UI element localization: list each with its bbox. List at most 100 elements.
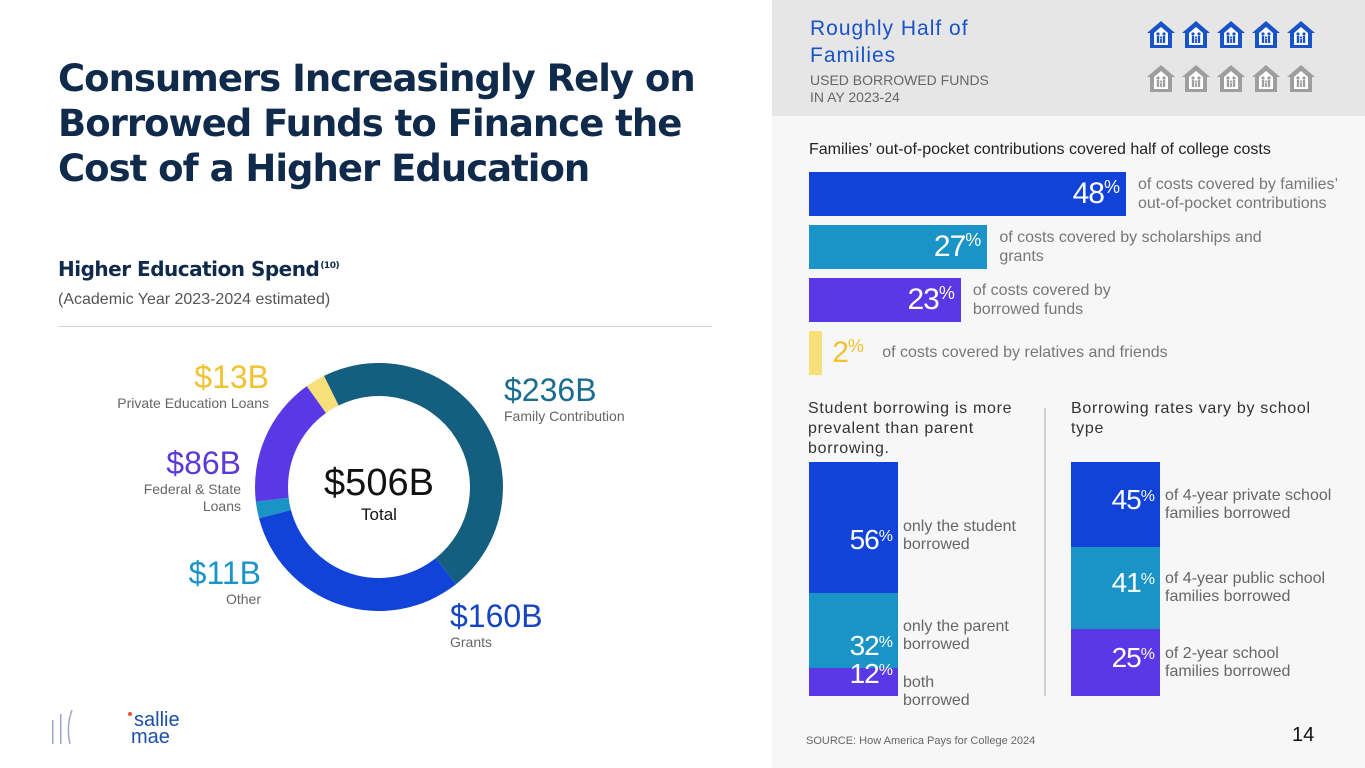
percent-sign: % bbox=[965, 230, 981, 250]
divider bbox=[58, 326, 712, 327]
headline: Roughly Half of Families bbox=[810, 15, 1030, 69]
percent-sign: % bbox=[1140, 571, 1155, 588]
description-line: borrowed bbox=[903, 691, 970, 709]
percent-sign: % bbox=[878, 633, 893, 651]
headline-line: Families bbox=[810, 44, 897, 67]
headline-box bbox=[772, 0, 1365, 116]
footnote-ref: (10) bbox=[320, 261, 340, 272]
description-line: of costs covered by scholarships and bbox=[999, 229, 1262, 246]
stack-segment: 32% bbox=[809, 593, 898, 668]
bar-value-number: 27 bbox=[933, 230, 966, 263]
bar-description: of costs covered by borrowed funds bbox=[973, 281, 1111, 319]
label-value: $236B bbox=[504, 372, 597, 408]
house-family-icon bbox=[1252, 65, 1280, 92]
logo-text: mae bbox=[131, 726, 170, 748]
label-grants: $160B Grants bbox=[450, 598, 543, 651]
label-value: $11B bbox=[188, 555, 261, 591]
description-line: only the parent bbox=[903, 618, 1009, 636]
bar bbox=[809, 278, 961, 322]
donut-slice-other bbox=[255, 497, 291, 519]
label-federal-loans: $86B Federal & State Loans bbox=[144, 445, 241, 515]
percent-sign: % bbox=[1140, 645, 1155, 663]
description-line: of costs covered by bbox=[972, 282, 1111, 299]
segment-value: 41% bbox=[1111, 567, 1155, 599]
house-family-icon bbox=[1217, 65, 1245, 92]
segment-value: 12% bbox=[849, 657, 893, 690]
description-line: families borrowed bbox=[1165, 504, 1291, 522]
segment-value-number: 41 bbox=[1111, 567, 1142, 598]
donut-total-value: $506B bbox=[324, 462, 434, 504]
headline-sub-line: IN AY 2023-24 bbox=[810, 89, 900, 105]
bar-value-number: 48 bbox=[1072, 177, 1105, 210]
bar-value: 23% bbox=[907, 278, 955, 322]
page-title: Consumers Increasingly Rely on Borrowed … bbox=[58, 57, 696, 190]
title-line: prevalent than parent bbox=[808, 420, 974, 437]
logo-mark-icon bbox=[52, 709, 73, 745]
house-family-icon bbox=[1287, 65, 1315, 92]
label-name: Grants bbox=[450, 634, 493, 650]
percent-sign: % bbox=[938, 283, 955, 303]
label-name: Private Education Loans bbox=[117, 395, 269, 411]
logo-text: sallie bbox=[134, 709, 180, 731]
label-value: $13B bbox=[194, 359, 269, 395]
donut-slice-federal-state-loans bbox=[255, 386, 327, 502]
donut-slice-family-contribution bbox=[323, 363, 503, 585]
label-value: $160B bbox=[450, 598, 543, 634]
bar bbox=[809, 331, 823, 375]
segment-value-number: 12 bbox=[849, 657, 880, 689]
description-line: borrowed funds bbox=[972, 301, 1084, 318]
label-name: Federal & State bbox=[143, 481, 241, 497]
house-family-icon bbox=[1182, 65, 1210, 92]
description-line: of 4-year public school bbox=[1165, 570, 1326, 587]
school-type-stack: 45% 41% 25% bbox=[1071, 462, 1160, 696]
description-line: of costs covered by families’ bbox=[1138, 176, 1339, 193]
description-line: borrowed bbox=[903, 636, 970, 654]
stack-segment: 56% bbox=[809, 462, 898, 594]
page-number: 14 bbox=[1292, 724, 1315, 746]
bars-title: Families’ out-of-pocket contributions co… bbox=[809, 141, 1271, 158]
stack-segment: 41% bbox=[1071, 547, 1160, 629]
label-name: Loans bbox=[202, 498, 241, 514]
section-heading: Higher Education Spend(10) bbox=[58, 257, 340, 281]
title-line: Student borrowing is more bbox=[808, 400, 1013, 417]
house-family-icon bbox=[1217, 21, 1245, 48]
logo-dot bbox=[128, 712, 132, 716]
bar-description: of costs covered by scholarships and gran… bbox=[999, 228, 1261, 266]
school-type-title: Borrowing rates vary by school type bbox=[1071, 399, 1341, 439]
donut-chart bbox=[255, 363, 503, 611]
bar-value-number: 23 bbox=[907, 283, 940, 316]
label-name: Family Contribution bbox=[504, 408, 625, 424]
section-subtitle: (Academic Year 2023-2024 estimated) bbox=[58, 291, 331, 308]
donut-slice-private-education-loans bbox=[306, 375, 339, 414]
source-note: SOURCE: How America Pays for College 202… bbox=[806, 735, 1036, 747]
segment-description: only the student borrowed bbox=[903, 518, 1016, 554]
label-name: Other bbox=[225, 591, 261, 607]
segment-description: of 4-year public school families borrowed bbox=[1165, 570, 1325, 606]
headline-subtitle: USED BORROWED FUNDS IN AY 2023-24 bbox=[810, 72, 1030, 106]
stack-segment: 12% bbox=[809, 658, 898, 696]
label-private-loans: $13B Private Education Loans bbox=[117, 359, 269, 412]
bar-value-label: 48% bbox=[1031, 172, 1120, 216]
sallie-mae-logo: sallie mae bbox=[50, 704, 180, 748]
bar bbox=[809, 172, 1126, 216]
description-line: only the student bbox=[903, 517, 1016, 535]
description-line: of costs covered by relatives and friend… bbox=[882, 344, 1168, 361]
label-other: $11B Other bbox=[189, 555, 261, 608]
percent-sign: % bbox=[1103, 177, 1120, 197]
headline-sub-line: USED BORROWED FUNDS bbox=[810, 72, 989, 88]
segment-value-number: 56 bbox=[849, 523, 880, 555]
segment-description: both borrowed bbox=[903, 674, 970, 710]
description-line: of 4-year private school bbox=[1165, 486, 1332, 504]
house-family-icon bbox=[1287, 21, 1315, 48]
percent-sign: % bbox=[1140, 487, 1155, 505]
title-line: borrowing. bbox=[808, 440, 890, 457]
percent-sign: % bbox=[878, 527, 893, 545]
donut-total-label: Total bbox=[361, 505, 397, 524]
percent-sign: % bbox=[878, 661, 893, 679]
segment-value-number: 45 bbox=[1111, 483, 1142, 515]
house-family-icon bbox=[1182, 21, 1210, 48]
title-line: type bbox=[1071, 420, 1105, 437]
segment-description: of 2-year school families borrowed bbox=[1165, 645, 1290, 681]
house-family-icon bbox=[1147, 21, 1175, 48]
label-value: $86B bbox=[166, 445, 241, 481]
